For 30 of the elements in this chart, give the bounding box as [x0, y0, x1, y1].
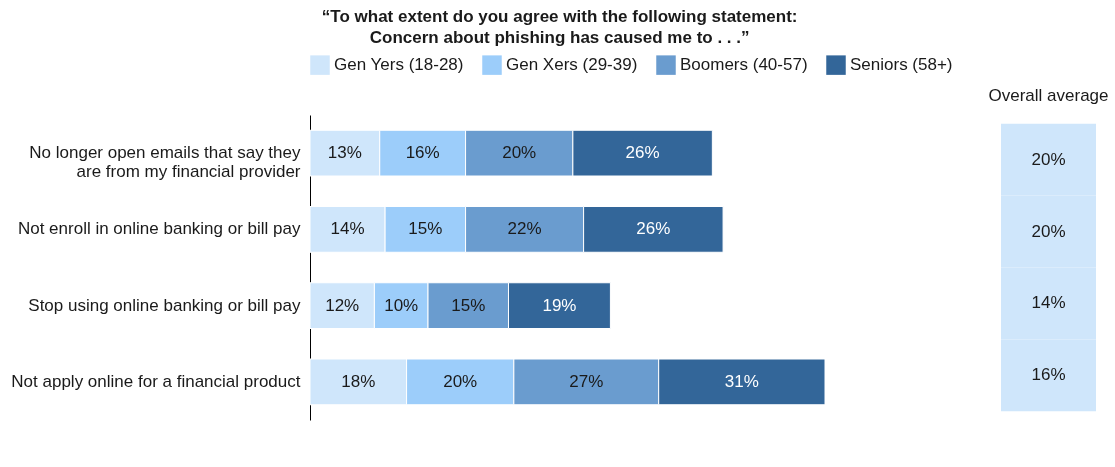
y-tick-label: Stop using online banking or bill pay — [28, 295, 301, 315]
data-label: 10% — [384, 295, 419, 315]
data-label: 14% — [330, 219, 365, 239]
data-label: 27% — [569, 371, 604, 391]
data-label: 15% — [408, 219, 443, 239]
data-label: 20% — [502, 143, 537, 163]
data-label: 26% — [636, 219, 671, 239]
legend-label: Boomers (40-57) — [680, 55, 808, 75]
data-label: 15% — [451, 295, 486, 315]
data-label: 20% — [443, 371, 478, 391]
data-label: 26% — [625, 143, 660, 163]
data-label: 12% — [325, 295, 360, 315]
data-label: 16% — [405, 143, 440, 163]
text: Overall average — [988, 86, 1109, 105]
chart-title: “To what extent do you agree with the following statement: Concern about phishing has caused me to . . .” — [321, 7, 798, 47]
data-label: 19% — [542, 295, 577, 315]
y-tick-label: No longer open emails that say they are from my financial provider — [29, 143, 301, 182]
legend-label: Gen Xers (29-39) — [506, 55, 638, 75]
data-label: 16% — [1031, 365, 1066, 385]
y-tick-label: Not apply online for a financial product — [11, 371, 301, 391]
data-label: 22% — [507, 219, 542, 239]
legend-label: Seniors (58+) — [850, 55, 953, 75]
data-label: 18% — [341, 371, 376, 391]
data-label: 20% — [1031, 149, 1066, 169]
data-label: 31% — [724, 371, 759, 391]
data-label: 20% — [1031, 221, 1066, 241]
data-label: 13% — [327, 143, 362, 163]
legend-label: Gen Yers (18-28) — [334, 55, 464, 75]
data-label: 14% — [1031, 293, 1066, 313]
y-tick-label: Not enroll in online banking or bill pay — [17, 219, 301, 239]
